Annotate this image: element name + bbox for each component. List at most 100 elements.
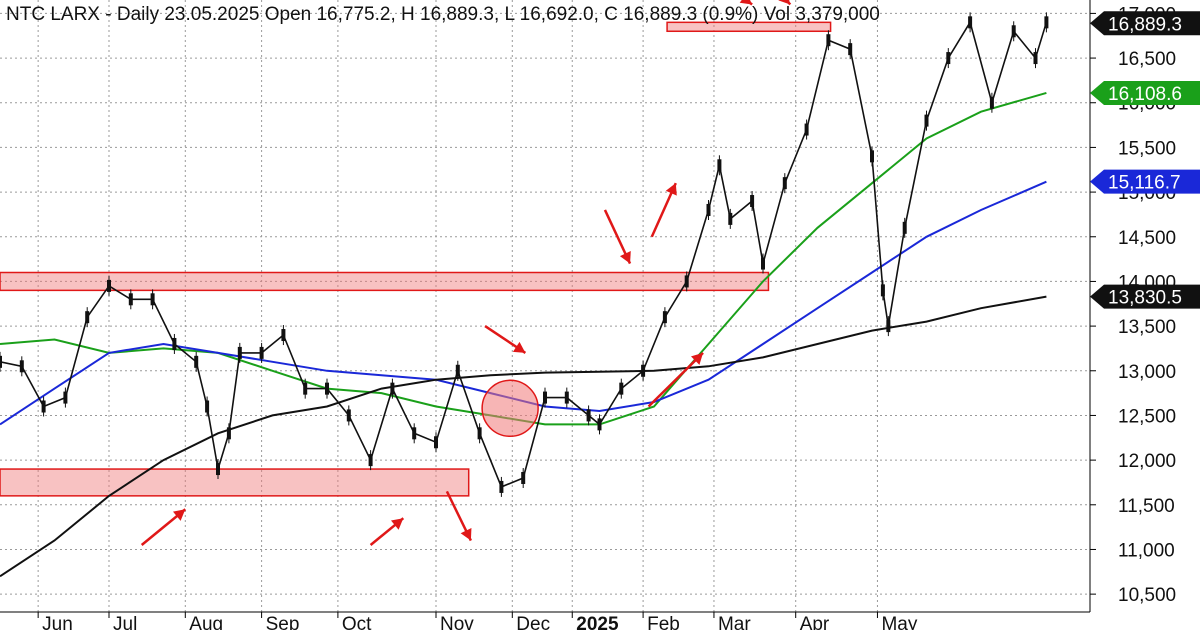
- candle-body: [477, 427, 482, 440]
- last-price-tag-bg: [1090, 11, 1200, 36]
- x-tick-label: Mar: [718, 614, 751, 630]
- last-price-tag-label: 16,889.3: [1108, 14, 1182, 35]
- candle-body: [259, 346, 264, 359]
- candle-body: [412, 427, 417, 440]
- candle-body: [85, 311, 90, 324]
- arrow-layer: [140, 0, 792, 546]
- candle-body: [303, 382, 308, 395]
- y-tick-label: 16,500: [1118, 49, 1176, 70]
- chart-header: NTC LARX - Daily 23.05.2025 Open 16,775.…: [6, 4, 880, 25]
- candle-body: [390, 382, 395, 395]
- candle-body: [0, 355, 2, 368]
- candle-body: [63, 391, 68, 404]
- x-tick-label: Aug: [189, 614, 223, 630]
- candle-body: [368, 454, 373, 467]
- candle-body: [41, 400, 46, 413]
- highlight-circle: [481, 379, 539, 438]
- candle-body: [886, 320, 891, 333]
- grid-layer: [0, 0, 1090, 612]
- candle-body: [499, 480, 504, 493]
- candle-body: [1011, 25, 1016, 38]
- candle-body: [521, 471, 526, 484]
- moving-average-line: [0, 295, 1047, 578]
- annotation-arrow-head: [172, 509, 186, 521]
- candle-body: [870, 150, 874, 163]
- x-tick-label: Nov: [440, 614, 474, 630]
- y-tick-label: 12,000: [1118, 451, 1176, 472]
- x-tick-label: Apr: [800, 614, 830, 630]
- candle-body: [761, 257, 765, 270]
- x-tick-label: Sep: [266, 614, 300, 630]
- annotation-arrow-head: [665, 183, 677, 196]
- y-tick-label: 15,500: [1118, 138, 1176, 159]
- candle-body: [924, 114, 929, 127]
- candle-body: [804, 123, 809, 136]
- annotation-arrow-head: [778, 0, 791, 5]
- support-resistance-zone: [0, 271, 770, 292]
- candle-body: [1044, 16, 1049, 29]
- y-tick-label: 14,500: [1118, 228, 1176, 249]
- candle-body: [662, 311, 667, 324]
- y-tick-label: 11,500: [1118, 496, 1175, 517]
- y-tick-label: 10,500: [1118, 585, 1176, 606]
- moving-average-tag-label: 16,108.6: [1108, 84, 1182, 105]
- candle-body: [205, 400, 210, 413]
- candle-body: [543, 391, 547, 404]
- annotation-arrow-shaft: [647, 352, 704, 408]
- zone-layer: [0, 21, 832, 497]
- candle-body: [946, 52, 951, 65]
- candle-body: [346, 409, 351, 422]
- candle-body: [107, 279, 111, 292]
- candle-body: [19, 360, 24, 373]
- candle-body: [750, 195, 755, 208]
- candle-body: [237, 346, 242, 359]
- candle-body: [325, 382, 329, 395]
- annotation-arrow-head: [390, 518, 404, 530]
- moving-average-tag-label: 15,116.7: [1108, 173, 1181, 194]
- candle-body: [968, 16, 973, 29]
- price-layer: [0, 12, 1049, 497]
- candle-body: [880, 284, 885, 297]
- candle-body: [826, 34, 831, 47]
- candle-body: [782, 177, 787, 190]
- moving-average-tag-bg: [1090, 169, 1200, 194]
- x-tick-label: Feb: [647, 614, 680, 630]
- candle-body: [434, 436, 438, 449]
- candle-body: [172, 337, 177, 350]
- support-resistance-zone: [666, 21, 832, 33]
- annotation-arrow-head: [739, 0, 753, 5]
- x-tick-label: Jun: [42, 614, 73, 630]
- candle-body: [150, 293, 155, 306]
- candle-body: [226, 427, 231, 440]
- candle-body: [989, 96, 994, 109]
- candle-body: [586, 409, 591, 422]
- annotation-arrow-head: [460, 528, 472, 541]
- candle-body: [128, 293, 133, 306]
- x-tick-label: May: [881, 614, 917, 630]
- candle-body: [1033, 52, 1038, 65]
- y-tick-label: 13,000: [1118, 362, 1176, 383]
- price-tags: 16,889.3 16,108.6 15,116.7 13,830.5: [1090, 11, 1200, 309]
- annotation-arrow-head: [512, 341, 526, 353]
- highlight-circle-layer: [481, 379, 539, 438]
- x-tick-label: Oct: [342, 614, 372, 630]
- candle-body: [848, 43, 853, 56]
- x-tick-label: Jul: [113, 614, 137, 630]
- y-tick-label: 12,500: [1118, 406, 1176, 427]
- moving-average-tag-bg: [1090, 81, 1200, 106]
- moving-average-tag-label: 13,830.5: [1108, 288, 1182, 309]
- annotation-arrow-head: [691, 352, 704, 365]
- candle-body: [194, 355, 199, 368]
- x-tick-label: 2025: [576, 614, 619, 630]
- candle-body: [281, 329, 286, 342]
- candle-body: [641, 364, 646, 377]
- candle-body: [728, 212, 733, 225]
- candle-body: [216, 463, 220, 476]
- moving-average-tag-bg: [1090, 284, 1200, 309]
- candle-body: [619, 382, 624, 395]
- annotation-arrow-head: [619, 251, 631, 264]
- support-resistance-zone: [0, 468, 470, 497]
- candle-body: [455, 364, 460, 377]
